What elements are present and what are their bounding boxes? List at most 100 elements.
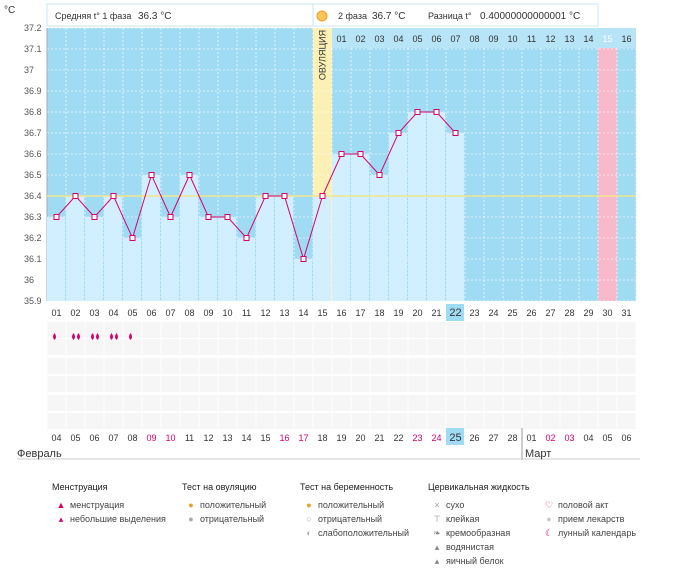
cycle-day-label[interactable]: 21	[431, 308, 441, 318]
cycle-day-label[interactable]: 02	[70, 308, 80, 318]
cycle-day-label[interactable]: 01	[51, 308, 61, 318]
symptom-cell	[427, 395, 446, 411]
cycle-day-label[interactable]: 12	[260, 308, 270, 318]
calendar-date[interactable]: 04	[583, 433, 593, 443]
symptom-cell	[294, 395, 313, 411]
calendar-date[interactable]: 28	[507, 433, 517, 443]
sun-icon	[316, 10, 328, 22]
calendar-date[interactable]: 10	[165, 433, 175, 443]
cycle-day-label[interactable]: 23	[469, 308, 479, 318]
calendar-date[interactable]: 16	[279, 433, 289, 443]
cycle-day-label[interactable]: 04	[108, 308, 118, 318]
cycle-day-label[interactable]: 19	[393, 308, 403, 318]
cycle-day-label[interactable]: 09	[203, 308, 213, 318]
symptom-cell	[351, 339, 370, 355]
symptom-cell	[237, 395, 256, 411]
cycle-day-label[interactable]: 03	[89, 308, 99, 318]
symptom-cell	[142, 413, 161, 429]
calendar-date[interactable]: 26	[469, 433, 479, 443]
calendar-date[interactable]: 20	[355, 433, 365, 443]
calendar-date[interactable]: 12	[203, 433, 213, 443]
calendar-date[interactable]: 18	[317, 433, 327, 443]
cycle-day-label[interactable]: 25	[507, 308, 517, 318]
symptom-cell	[142, 395, 161, 411]
cycle-day-label[interactable]: 05	[127, 308, 137, 318]
calendar-date[interactable]: 14	[241, 433, 251, 443]
cycle-day-label[interactable]: 24	[488, 308, 498, 318]
phase2-day-label: 07	[450, 34, 460, 44]
calendar-date[interactable]: 21	[374, 433, 384, 443]
cycle-day-label[interactable]: 31	[621, 308, 631, 318]
symptom-cell	[199, 322, 218, 338]
phase2-day-label: 05	[412, 34, 422, 44]
cycle-day-label[interactable]: 26	[526, 308, 536, 318]
calendar-date[interactable]: 05	[602, 433, 612, 443]
temperature-bar	[408, 112, 426, 301]
calendar-date[interactable]: 19	[336, 433, 346, 443]
legend-item-label: половой акт	[558, 500, 609, 510]
calendar-date[interactable]: 05	[70, 433, 80, 443]
symptom-cell	[104, 413, 123, 429]
phase2-day-label: 08	[469, 34, 479, 44]
legend-item: ◐ слабоположительный	[300, 526, 409, 540]
calendar-date[interactable]: 08	[127, 433, 137, 443]
cycle-day-label[interactable]: 18	[374, 308, 384, 318]
temperature-bar	[427, 112, 445, 301]
cycle-day-label[interactable]: 22	[449, 307, 461, 319]
calendar-date[interactable]: 17	[298, 433, 308, 443]
cycle-day-label[interactable]: 11	[242, 308, 251, 318]
symptom-cell	[541, 376, 560, 392]
calendar-date[interactable]: 13	[222, 433, 232, 443]
current-day-highlight	[446, 304, 464, 321]
symptom-cell	[522, 395, 541, 411]
symptom-cell	[465, 339, 484, 355]
cycle-day-label[interactable]: 29	[583, 308, 593, 318]
legend-item: ● положительный	[182, 498, 266, 512]
calendar-date[interactable]: 15	[260, 433, 270, 443]
legend-item-label: положительный	[200, 500, 267, 510]
calendar-date[interactable]: 06	[89, 433, 99, 443]
calendar-date[interactable]: 01	[526, 433, 536, 443]
cycle-day-label[interactable]: 10	[222, 308, 232, 318]
cycle-day-label[interactable]: 08	[184, 308, 194, 318]
calendar-date[interactable]: 04	[51, 433, 61, 443]
preg-negative-icon: ○	[306, 514, 312, 524]
diff-label: Разница t°	[428, 11, 472, 21]
calendar-date[interactable]: 09	[146, 433, 156, 443]
calendar-date[interactable]: 27	[488, 433, 498, 443]
symptom-cell	[484, 395, 503, 411]
calendar-date[interactable]: 07	[108, 433, 118, 443]
cycle-day-label[interactable]: 06	[146, 308, 156, 318]
calendar-date[interactable]: 06	[621, 433, 631, 443]
cycle-day-label[interactable]: 30	[602, 308, 612, 318]
y-tick-label: 36	[24, 275, 34, 285]
calendar-date[interactable]: 23	[412, 433, 422, 443]
calendar-date[interactable]: 03	[564, 433, 574, 443]
cycle-day-label[interactable]: 07	[165, 308, 175, 318]
menstruation-drop-icon	[91, 333, 94, 340]
cycle-day-label[interactable]: 20	[412, 308, 422, 318]
legend-item: ⊤ клейкая	[428, 512, 530, 526]
cycle-day-label[interactable]: 17	[355, 308, 365, 318]
legend-item-label: отрицательный	[200, 514, 265, 524]
cycle-day-label[interactable]: 28	[564, 308, 574, 318]
calendar-date[interactable]: 24	[431, 433, 441, 443]
symptom-cell	[370, 322, 389, 338]
symptom-cell	[85, 376, 104, 392]
calendar-date[interactable]: 25	[449, 432, 461, 444]
cycle-day-label[interactable]: 27	[545, 308, 555, 318]
symptom-cell	[389, 413, 408, 429]
symptom-cell	[560, 395, 579, 411]
cycle-day-label[interactable]: 15	[317, 308, 327, 318]
symptom-cell	[560, 339, 579, 355]
symptom-cell	[427, 322, 446, 338]
calendar-date[interactable]: 22	[393, 433, 403, 443]
legend-group-title: Тест на беременность	[300, 482, 394, 492]
cycle-day-label[interactable]: 16	[336, 308, 346, 318]
symptom-cell	[617, 358, 636, 374]
cycle-day-label[interactable]: 14	[298, 308, 308, 318]
calendar-date[interactable]: 11	[185, 433, 194, 443]
calendar-date[interactable]: 02	[545, 433, 555, 443]
cycle-day-label[interactable]: 13	[279, 308, 289, 318]
legend-item-label: яичный белок	[446, 556, 504, 566]
